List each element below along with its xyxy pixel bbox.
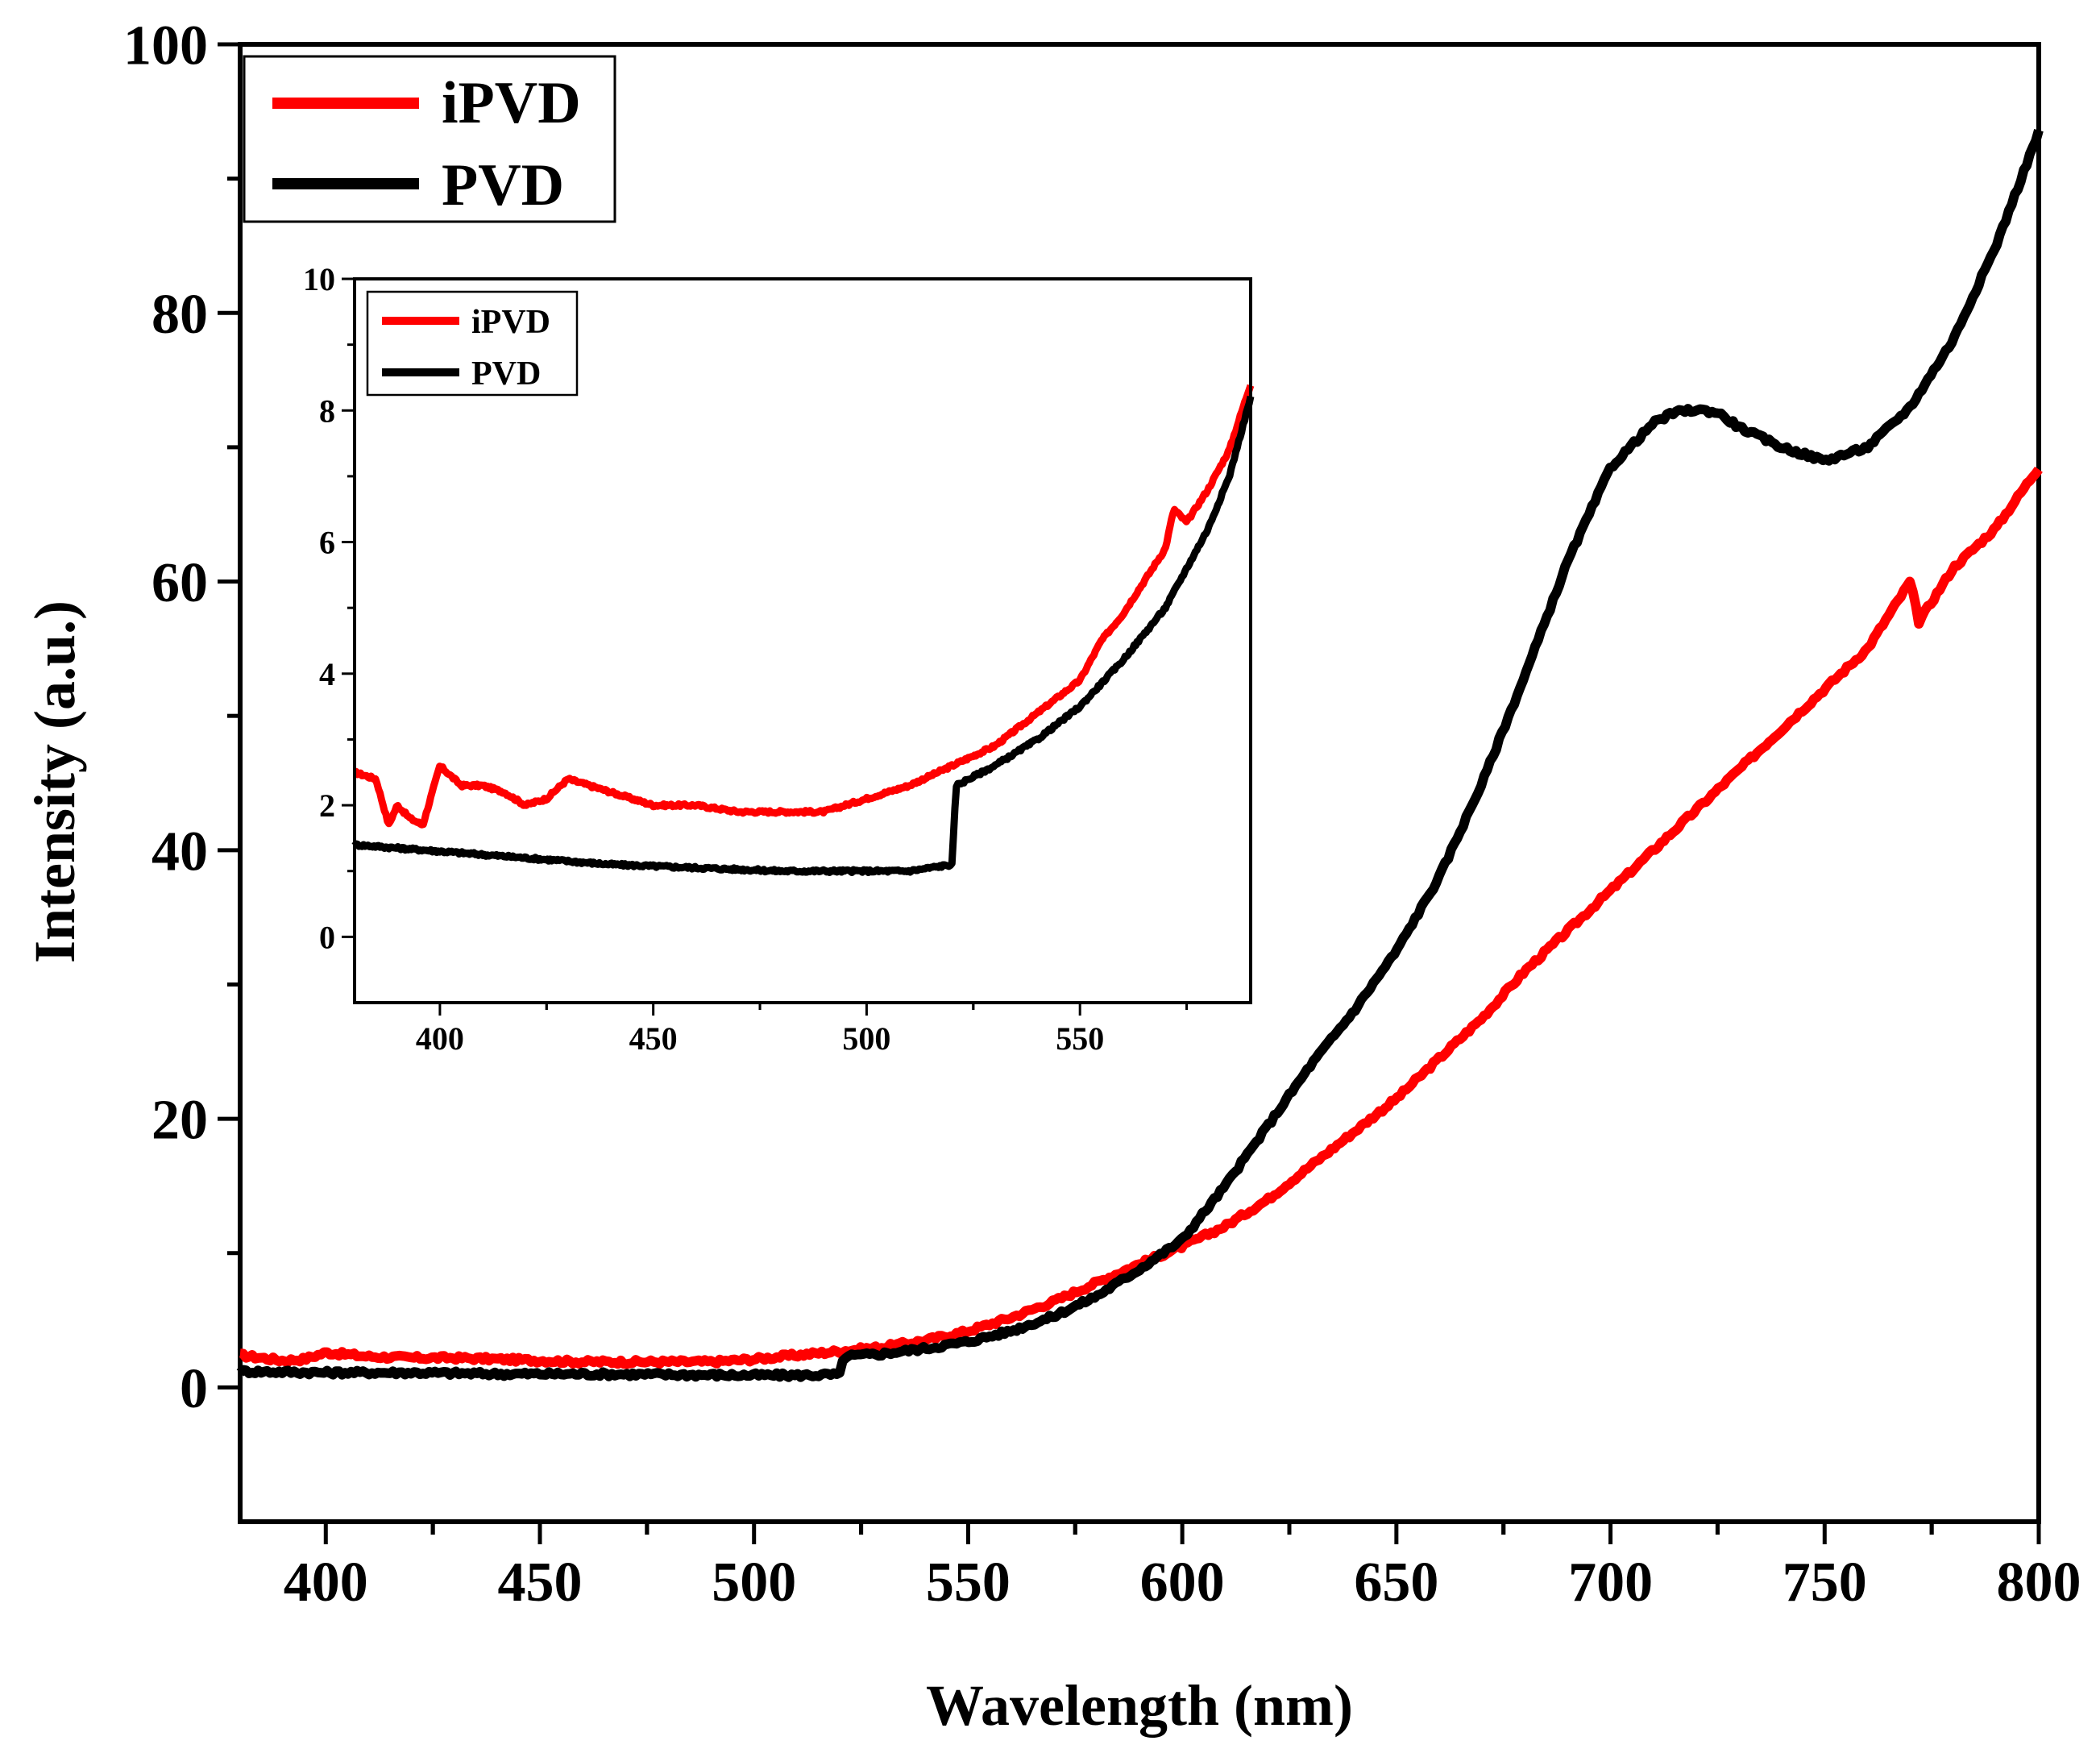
- main-x-tick-label: 650: [1354, 1552, 1438, 1614]
- main-y-tick-label: 0: [180, 1358, 208, 1420]
- inset-legend-box: [366, 290, 579, 397]
- inset-legend: iPVD PVD: [366, 290, 579, 397]
- main-y-tick-label: 20: [151, 1090, 208, 1152]
- inset-y-tick-label: 0: [319, 919, 335, 955]
- inset-y-tick-label: 2: [319, 787, 335, 824]
- inset-x-tick-label: 500: [842, 1020, 890, 1057]
- inset-x-tick-label: 450: [629, 1020, 678, 1057]
- inset-legend-label-ipvd: iPVD: [471, 304, 550, 341]
- inset-y-tick-label: 4: [319, 656, 335, 692]
- main-y-tick-label: 60: [151, 552, 208, 614]
- main-x-tick-label: 700: [1568, 1552, 1653, 1614]
- main-x-tick-label: 400: [284, 1552, 368, 1614]
- main-x-tick-label: 800: [1997, 1552, 2081, 1614]
- main-y-tick-label: 40: [151, 820, 208, 883]
- main-x-tick-label: 450: [498, 1552, 583, 1614]
- inset-legend-label-pvd: PVD: [471, 355, 541, 393]
- main-x-tick-label: 600: [1140, 1552, 1225, 1614]
- main-y-tick-label: 100: [123, 15, 208, 77]
- main-legend-box: [243, 55, 616, 223]
- inset-x-tick-label: 400: [416, 1020, 464, 1057]
- inset-y-tick-label: 8: [319, 393, 335, 429]
- inset-series-line-ipvd: [352, 384, 1255, 829]
- inset-plot-frame: [353, 277, 1252, 1004]
- inset-x-tick-label: 550: [1056, 1020, 1104, 1057]
- main-legend-label-pvd: PVD: [442, 152, 564, 218]
- main-x-tick-label: 500: [712, 1552, 796, 1614]
- main-legend-label-ipvd: iPVD: [442, 70, 581, 136]
- inset-y-tick-label: 10: [303, 261, 335, 297]
- main-y-tick-label: 80: [151, 284, 208, 346]
- main-legend: iPVD PVD: [243, 55, 616, 223]
- main-x-tick-label: 750: [1783, 1552, 1867, 1614]
- main-series-line-pvd: [236, 128, 2044, 1382]
- main-x-tick-label: 550: [926, 1552, 1011, 1614]
- inset-y-tick-label: 6: [319, 525, 335, 561]
- x-axis-label: Wavelength (nm): [926, 1673, 1353, 1738]
- y-axis-label: Intensity (a.u.): [23, 600, 87, 963]
- main-plot-frame: [238, 42, 2041, 1524]
- inset-series-line-pvd: [351, 395, 1255, 876]
